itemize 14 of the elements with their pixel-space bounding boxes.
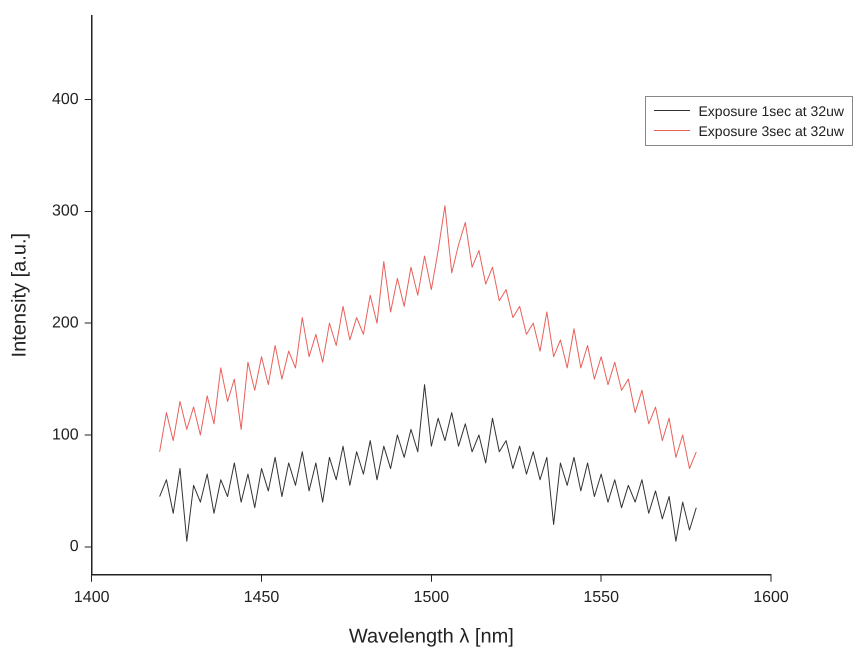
x-tick-label: 1400 bbox=[74, 588, 110, 606]
y-tick-label: 300 bbox=[52, 202, 79, 220]
legend-label: Exposure 3sec at 32uw bbox=[698, 122, 844, 141]
x-tick-label: 1450 bbox=[244, 588, 280, 606]
legend-label: Exposure 1sec at 32uw bbox=[698, 102, 844, 121]
y-tick-label: 200 bbox=[52, 314, 79, 332]
y-tick-label: 0 bbox=[70, 538, 79, 556]
x-axis-title: Wavelength λ [nm] bbox=[348, 626, 514, 648]
y-tick-label: 400 bbox=[52, 90, 79, 108]
x-tick-label: 1500 bbox=[414, 588, 450, 606]
y-tick-label: 100 bbox=[52, 426, 79, 444]
y-axis-title: Intensity [a.u.] bbox=[8, 232, 31, 358]
x-tick-label: 1600 bbox=[753, 588, 789, 606]
x-tick-label: 1550 bbox=[583, 588, 620, 606]
